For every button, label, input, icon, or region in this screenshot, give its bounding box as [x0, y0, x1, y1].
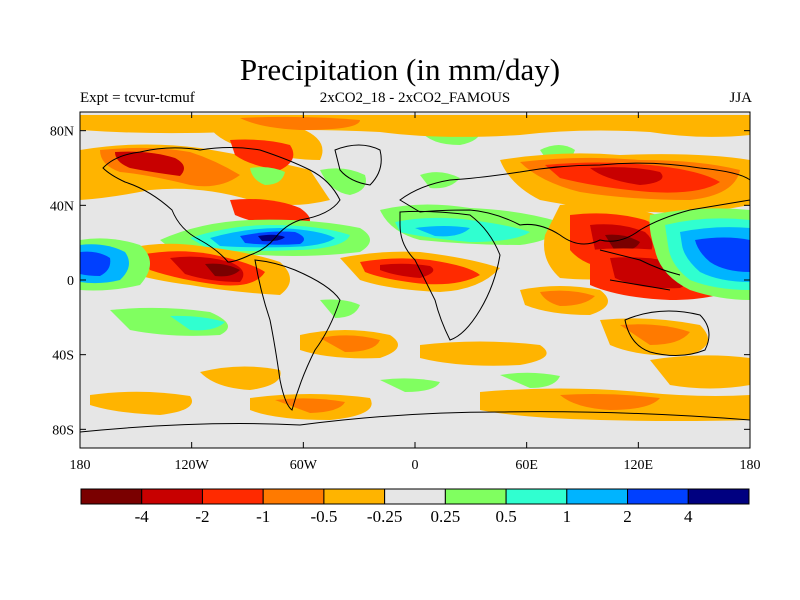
colorbar-swatch: [444, 488, 507, 505]
lat-tick-label: 40S: [52, 349, 74, 364]
lon-tick-label: 60W: [290, 458, 318, 473]
colorbar-swatch: [201, 488, 264, 505]
lon-tick-label: 180: [740, 458, 761, 473]
lon-tick-label: 120E: [624, 458, 654, 473]
longitude-axis: 180 120W 60W 0 60E 120E 180: [70, 112, 761, 473]
colorbar-label: -0.25: [367, 507, 402, 526]
colorbar-swatch: [323, 488, 386, 505]
colorbar-label: 0.5: [495, 507, 516, 526]
comparison-label: 2xCO2_18 - 2xCO2_FAMOUS: [319, 90, 511, 106]
colorbar-swatch: [141, 488, 203, 505]
colorbar-label: -1: [256, 507, 270, 526]
lat-tick-label: 80N: [50, 125, 74, 140]
lon-tick-label: 0: [412, 458, 419, 473]
colorbar-label: 0.25: [430, 507, 460, 526]
colorbar-label: 4: [684, 507, 693, 526]
colorbar: -4 -2 -1 -0.5 -0.25 0.25 0.5 1 2 4: [80, 488, 750, 526]
colorbar-label: 1: [563, 507, 572, 526]
colorbar-swatch: [384, 488, 446, 505]
colorbar-swatch: [627, 488, 689, 505]
lat-tick-label: 80S: [52, 423, 74, 438]
lon-tick-label: 180: [70, 458, 91, 473]
lon-tick-label: 60E: [515, 458, 538, 473]
lat-tick-label: 0: [67, 274, 74, 289]
colorbar-label: -4: [135, 507, 150, 526]
precip-contours: [80, 115, 750, 421]
colorbar-swatch: [687, 488, 750, 505]
colorbar-label: -0.5: [310, 507, 337, 526]
colorbar-swatch: [80, 488, 143, 505]
latitude-axis: 80N 40N 0 40S 80S: [50, 125, 750, 438]
experiment-label: Expt = tcvur-tcmuf: [80, 90, 195, 106]
colorbar-label: -2: [195, 507, 209, 526]
colorbar-label: 2: [623, 507, 632, 526]
coastlines: [80, 144, 750, 448]
colorbar-swatch: [566, 488, 629, 505]
season-label: JJA: [729, 90, 752, 106]
lon-tick-label: 120W: [175, 458, 210, 473]
chart-title: Precipitation (in mm/day): [239, 52, 561, 87]
lat-tick-label: 40N: [50, 199, 74, 214]
colorbar-swatch: [262, 488, 325, 505]
colorbar-swatch: [505, 488, 568, 505]
